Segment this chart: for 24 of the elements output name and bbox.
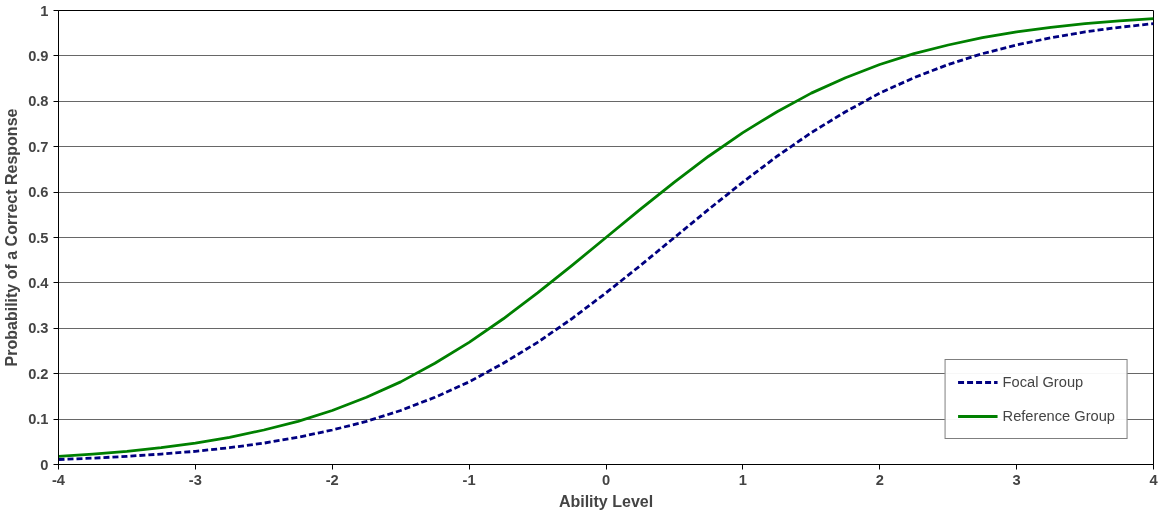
x-tick-label: 0 <box>601 471 611 488</box>
y-tick-label: 0.7 <box>28 138 49 155</box>
x-tick-label: -4 <box>51 471 66 488</box>
x-tick-label: 2 <box>875 471 884 488</box>
legend-label: Focal Group <box>1002 374 1084 390</box>
legend-label: Reference Group <box>1002 408 1115 424</box>
x-axis-title: Ability Level <box>558 492 654 510</box>
y-tick-label: 0.5 <box>28 229 49 246</box>
x-tick-label: -2 <box>325 471 339 488</box>
x-tick-label: -1 <box>462 471 476 488</box>
y-tick-label: 0.9 <box>28 47 49 64</box>
y-tick-label: 0.6 <box>28 184 49 201</box>
y-tick-label: 0.8 <box>28 93 49 110</box>
x-tick-label: 3 <box>1012 471 1021 488</box>
y-tick-label: 1 <box>40 2 49 19</box>
y-tick-label: 0.1 <box>28 411 49 428</box>
x-tick-label: -3 <box>188 471 202 488</box>
y-tick-label: 0.3 <box>28 320 49 337</box>
y-tick-label: 0.4 <box>28 274 50 291</box>
y-axis-title: Probability of a Correct Response <box>3 108 21 367</box>
y-tick-label: 0.2 <box>28 365 49 382</box>
x-tick-label: 1 <box>738 471 747 488</box>
y-tick-label: 0 <box>40 456 49 473</box>
x-tick-label: 4 <box>1149 471 1159 488</box>
